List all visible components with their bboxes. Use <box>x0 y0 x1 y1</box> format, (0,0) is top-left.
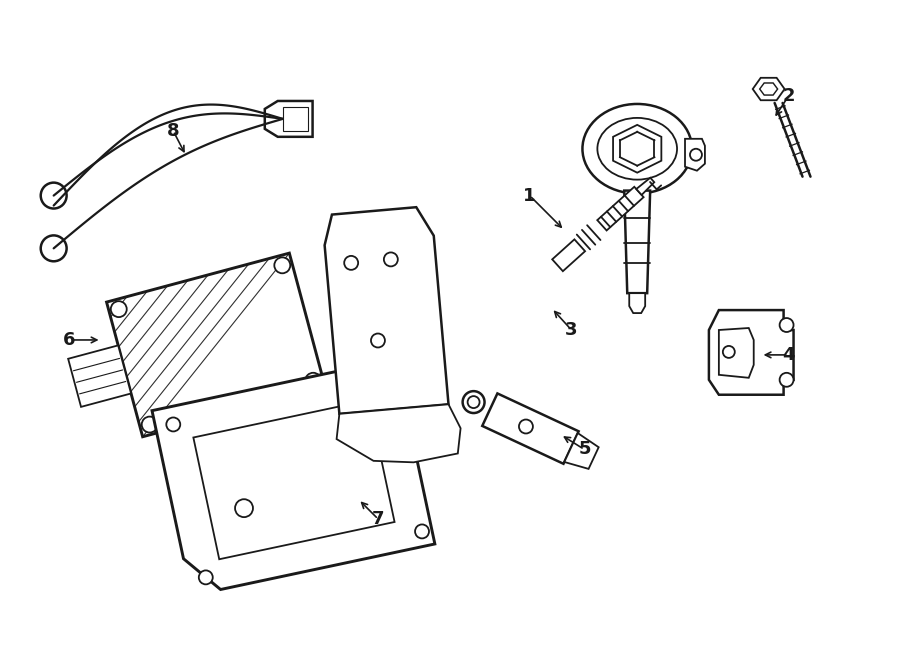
Ellipse shape <box>779 373 794 387</box>
Polygon shape <box>709 310 794 395</box>
Polygon shape <box>68 346 131 407</box>
Polygon shape <box>564 433 598 469</box>
Polygon shape <box>325 207 448 414</box>
Polygon shape <box>482 393 579 464</box>
Ellipse shape <box>519 420 533 434</box>
Ellipse shape <box>235 499 253 517</box>
Ellipse shape <box>274 257 290 273</box>
Polygon shape <box>613 125 662 173</box>
Polygon shape <box>337 405 461 462</box>
Ellipse shape <box>723 346 734 358</box>
Ellipse shape <box>141 416 158 432</box>
Polygon shape <box>106 253 326 437</box>
Ellipse shape <box>40 235 67 261</box>
Ellipse shape <box>463 391 484 413</box>
Polygon shape <box>152 363 435 590</box>
Ellipse shape <box>166 418 180 432</box>
Ellipse shape <box>415 524 429 539</box>
Ellipse shape <box>384 253 398 266</box>
Text: 5: 5 <box>578 440 590 459</box>
Ellipse shape <box>598 118 677 180</box>
Ellipse shape <box>111 301 127 317</box>
Text: 6: 6 <box>63 331 76 349</box>
Ellipse shape <box>199 570 212 584</box>
Polygon shape <box>598 187 644 231</box>
Polygon shape <box>194 400 394 559</box>
Ellipse shape <box>690 149 702 161</box>
Polygon shape <box>265 101 312 137</box>
Text: 1: 1 <box>524 186 536 204</box>
Polygon shape <box>719 328 753 378</box>
Ellipse shape <box>40 182 67 208</box>
Polygon shape <box>752 78 785 100</box>
Ellipse shape <box>779 318 794 332</box>
Ellipse shape <box>371 334 385 348</box>
Text: 8: 8 <box>166 122 179 140</box>
Polygon shape <box>283 107 308 131</box>
Ellipse shape <box>468 396 480 408</box>
Text: 4: 4 <box>782 346 795 364</box>
Polygon shape <box>625 190 650 293</box>
Polygon shape <box>636 178 654 195</box>
Polygon shape <box>162 393 323 458</box>
Text: 3: 3 <box>565 321 578 339</box>
Text: 2: 2 <box>782 87 795 105</box>
Ellipse shape <box>305 373 321 389</box>
Polygon shape <box>685 139 705 171</box>
Polygon shape <box>629 293 645 313</box>
Polygon shape <box>760 83 778 95</box>
Ellipse shape <box>344 256 358 270</box>
Text: 7: 7 <box>372 510 384 528</box>
Ellipse shape <box>582 104 692 194</box>
Ellipse shape <box>387 393 401 407</box>
Polygon shape <box>553 239 585 271</box>
